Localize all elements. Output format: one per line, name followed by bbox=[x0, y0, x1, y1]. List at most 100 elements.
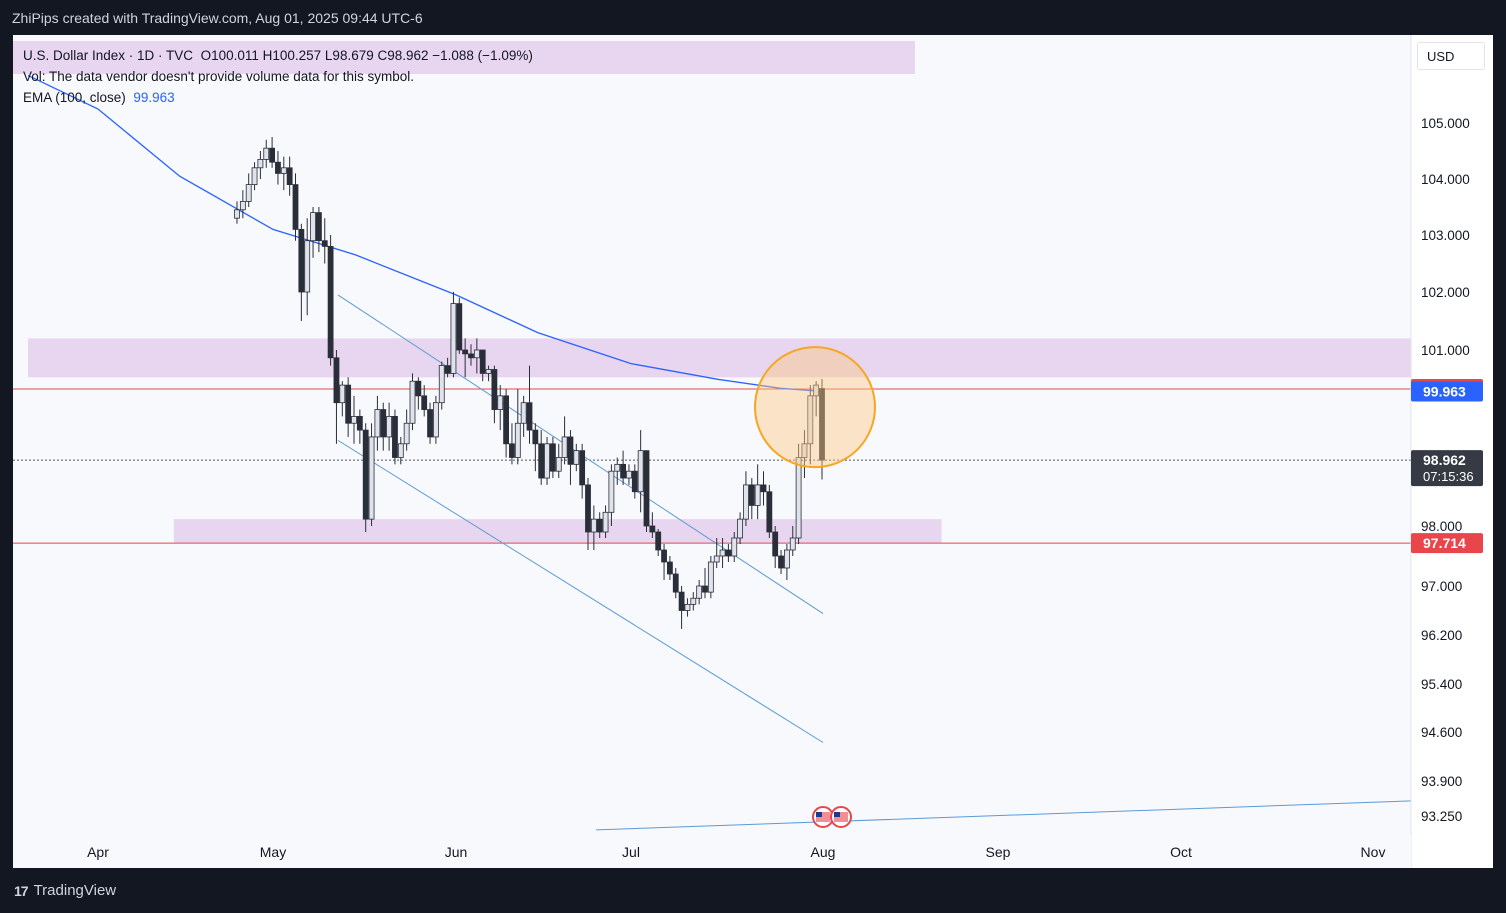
candle bbox=[667, 556, 673, 580]
candle bbox=[275, 151, 281, 185]
candle bbox=[550, 436, 556, 479]
price-label-text: 97.714 bbox=[1423, 535, 1466, 551]
footer-brand-text: TradingView bbox=[33, 882, 117, 899]
x-tick-label: Jul bbox=[622, 844, 640, 860]
candle-body bbox=[497, 395, 504, 410]
candle bbox=[684, 598, 691, 617]
candle bbox=[760, 471, 767, 506]
us-event-flags bbox=[812, 806, 852, 828]
candle bbox=[509, 423, 515, 465]
candle-body bbox=[602, 511, 609, 533]
candle-body bbox=[298, 228, 305, 293]
candle bbox=[245, 173, 252, 207]
candle bbox=[310, 207, 316, 258]
candle bbox=[567, 430, 574, 485]
candle bbox=[614, 457, 621, 485]
candle-body bbox=[292, 184, 299, 230]
price-label-text: 99.963 bbox=[1423, 384, 1466, 400]
candle-body bbox=[754, 484, 761, 506]
price-label-99.963: 99.963 bbox=[1411, 381, 1483, 402]
candle-body bbox=[567, 436, 574, 465]
candle-body bbox=[327, 245, 334, 359]
candle bbox=[649, 512, 656, 538]
candle bbox=[731, 532, 738, 562]
candle bbox=[754, 464, 761, 520]
candle-body bbox=[491, 369, 498, 410]
candle-body bbox=[421, 395, 428, 410]
candle bbox=[579, 443, 586, 499]
legend-symbol[interactable]: U.S. Dollar Index · 1D · TVC bbox=[23, 48, 194, 63]
candle bbox=[807, 385, 814, 465]
chart-panel[interactable]: 105.000 104.000 103.000 102.000 101.000 98.00… bbox=[13, 35, 1493, 868]
trend-line bbox=[595, 799, 1442, 831]
candle bbox=[766, 484, 773, 538]
candle-body bbox=[690, 597, 697, 605]
highlight-circle bbox=[754, 346, 876, 469]
candle-body bbox=[713, 555, 720, 563]
legend-symbol-row: U.S. Dollar Index · 1D · TVC O100.011 H1… bbox=[23, 45, 533, 66]
candle bbox=[655, 529, 662, 556]
candle-body bbox=[368, 436, 375, 520]
candle-body bbox=[555, 457, 562, 472]
us-flag-stripes bbox=[834, 812, 848, 822]
candle bbox=[450, 292, 457, 378]
candle bbox=[327, 235, 334, 366]
legend-volume-note: Vol: The data vendor doesn't provide vol… bbox=[23, 69, 415, 84]
candle bbox=[473, 338, 480, 374]
candle bbox=[368, 423, 375, 526]
candle bbox=[637, 430, 644, 513]
price-chart[interactable]: 105.000 104.000 103.000 102.000 101.000 98.00… bbox=[13, 35, 1493, 868]
candle bbox=[263, 139, 270, 168]
candle bbox=[362, 423, 369, 532]
footer-brand[interactable]: 17 TradingView bbox=[14, 882, 116, 899]
y-tick-label: 104.000 bbox=[1421, 172, 1470, 187]
candle-body bbox=[813, 384, 820, 397]
x-tick-label: Apr bbox=[87, 844, 109, 860]
price-label-text: 98.962 bbox=[1423, 452, 1466, 468]
candle bbox=[520, 395, 527, 437]
candle-body bbox=[620, 463, 626, 479]
price-label-bg bbox=[1411, 533, 1483, 554]
candle-body bbox=[462, 349, 469, 355]
candle-body bbox=[719, 549, 726, 557]
candle-body bbox=[275, 161, 281, 174]
candle-body bbox=[772, 531, 779, 557]
countdown-text: 07:15:36 bbox=[1423, 469, 1474, 484]
candle-body bbox=[444, 365, 451, 374]
candle bbox=[269, 137, 276, 168]
candle-body bbox=[339, 384, 346, 404]
candle-body bbox=[725, 549, 732, 557]
y-tick-label: 98.000 bbox=[1421, 519, 1462, 534]
x-tick-label: Jun bbox=[445, 844, 468, 860]
candle-body bbox=[356, 415, 363, 431]
candle bbox=[725, 544, 732, 562]
candle bbox=[538, 430, 545, 485]
legend-ema-row[interactable]: EMA (100, close) 99.963 bbox=[23, 87, 533, 108]
currency-selector[interactable]: USD bbox=[1417, 42, 1485, 70]
candle-body bbox=[637, 450, 644, 493]
candle bbox=[772, 526, 779, 568]
x-tick-label: Sep bbox=[986, 844, 1011, 860]
y-tick-label: 103.000 bbox=[1421, 228, 1470, 243]
candle-body bbox=[579, 450, 586, 486]
candle-body bbox=[585, 484, 591, 533]
price-label-bg bbox=[1411, 381, 1483, 402]
candle-body bbox=[766, 491, 773, 533]
price-label-97.714: 97.714 bbox=[1411, 533, 1483, 554]
candle bbox=[386, 402, 393, 451]
y-tick-label: 96.200 bbox=[1421, 628, 1462, 643]
tradingview-logo-icon: 17 bbox=[14, 882, 29, 899]
candle bbox=[304, 218, 311, 316]
support-resistance-zone-2 bbox=[173, 519, 942, 544]
candle-body bbox=[819, 388, 825, 461]
candle bbox=[719, 538, 726, 568]
candle-body bbox=[538, 443, 545, 479]
candle bbox=[380, 402, 387, 451]
candle-body bbox=[731, 537, 738, 557]
time-axis bbox=[13, 835, 1411, 868]
candle bbox=[345, 377, 352, 437]
candle bbox=[707, 556, 714, 599]
candle-body bbox=[743, 484, 749, 520]
candle-body bbox=[456, 303, 463, 351]
